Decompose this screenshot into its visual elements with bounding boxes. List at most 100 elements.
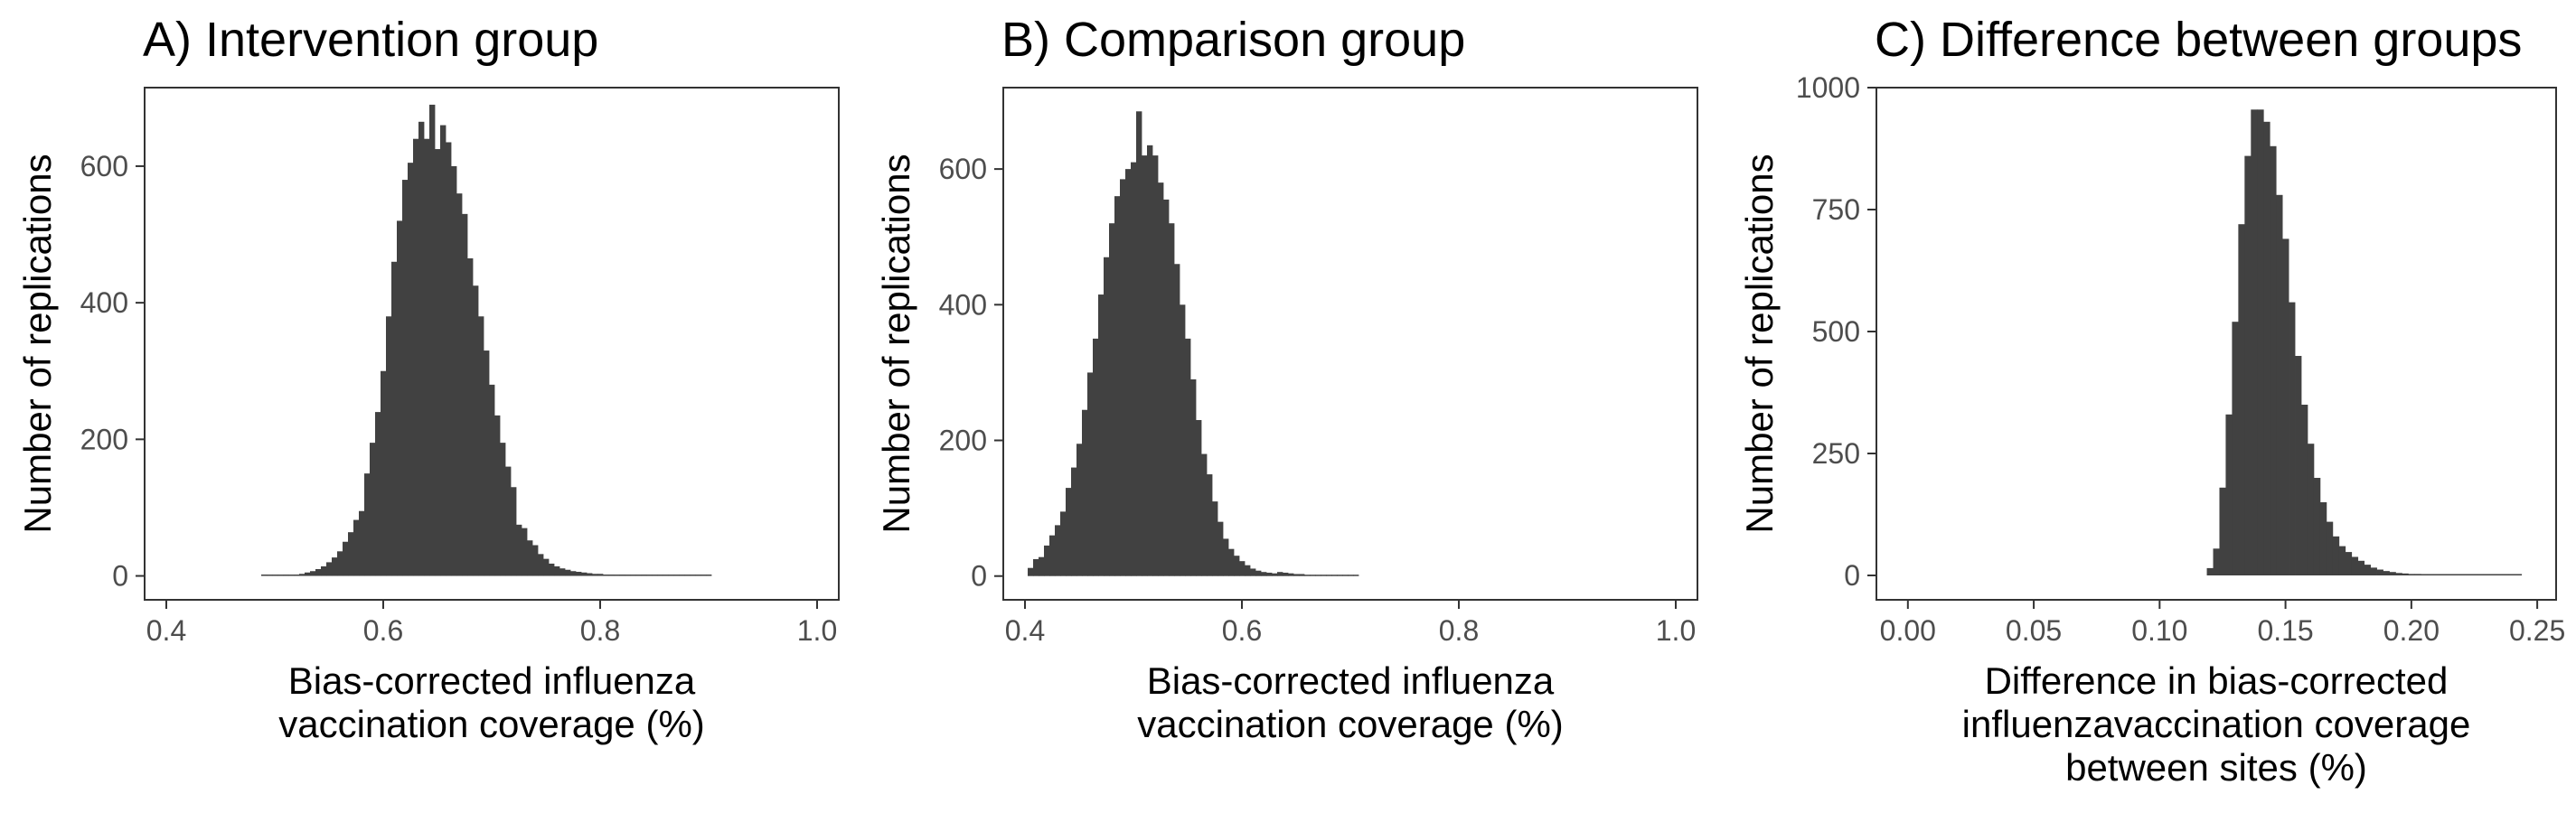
histogram-bar [408, 163, 414, 576]
histogram-bar [1180, 304, 1186, 576]
y-axis-label: Number of replications [1738, 154, 1781, 533]
histogram-bar [1028, 567, 1034, 576]
x-axis-label: influenzavaccination coverage [1962, 703, 2471, 745]
histogram-bar [2364, 565, 2371, 575]
histogram-bar [625, 575, 631, 576]
histogram-bar [2326, 521, 2334, 575]
plot-frame [1002, 87, 1698, 601]
histogram-bar [657, 575, 663, 576]
histogram-bar [294, 575, 300, 576]
histogram-bar [1207, 474, 1213, 576]
histogram-bar [2502, 574, 2510, 575]
histogram-bar [554, 565, 560, 576]
histogram-bar [1326, 575, 1332, 576]
x-axis-label: vaccination coverage (%) [1137, 703, 1564, 745]
histogram-bar [2370, 567, 2377, 575]
chart-panel-1: A) Intervention group 0.4 0.6 0.8 1.0 0 200 400… [16, 13, 840, 745]
histogram-bar [2357, 560, 2365, 575]
histogram-bar [1212, 501, 1218, 576]
histogram-bar [2515, 574, 2523, 575]
histogram-bar [2395, 573, 2402, 575]
histogram-bar [592, 574, 598, 576]
histogram-bar [1353, 575, 1359, 576]
histogram-bar [559, 568, 566, 576]
histogram-bar [1066, 488, 1072, 576]
histogram-bar [267, 575, 273, 576]
histogram-bar [2332, 536, 2340, 575]
y-axis-label: Number of replications [16, 154, 59, 533]
x-axis-label: between sites (%) [2065, 746, 2367, 789]
histogram-bar [700, 575, 707, 576]
histogram-bar [608, 575, 615, 576]
histogram-bar [326, 562, 333, 576]
histogram-bar [272, 575, 278, 576]
histogram-bar [1315, 575, 1321, 576]
histogram-bar [690, 575, 696, 576]
histogram-bar [261, 575, 268, 576]
histogram-bar [641, 575, 647, 576]
histogram-bar [2263, 121, 2270, 576]
histogram-bar [478, 316, 484, 576]
histogram-bar [1255, 570, 1262, 576]
y-tick-label: 750 [1812, 193, 1860, 226]
histogram-bar [2351, 556, 2359, 575]
histogram-bar [576, 572, 582, 576]
histogram-bar [630, 575, 636, 576]
histogram-bar [1071, 467, 1077, 576]
histogram-bar [2282, 238, 2289, 575]
y-tick-label: 0 [1844, 559, 1860, 592]
histogram-bar [673, 575, 680, 576]
histogram-bar [2213, 548, 2220, 575]
histogram-bar [1337, 575, 1343, 576]
histogram-bar [2496, 574, 2504, 575]
histogram-bar [2338, 546, 2346, 575]
histogram-bar [1342, 575, 1349, 576]
histogram-bar [353, 519, 360, 576]
histogram-bar [635, 575, 642, 576]
x-tick-label: 0.25 [2509, 614, 2565, 647]
histogram-bar [1185, 338, 1191, 576]
histogram-bar [614, 575, 620, 576]
histogram-bar [1082, 409, 1088, 576]
histogram-bar [435, 149, 441, 576]
histogram-bar [321, 565, 327, 576]
histogram-bar [1169, 223, 1175, 576]
histogram-bar [1348, 575, 1354, 576]
histogram-bar [343, 541, 349, 576]
histogram-bar [467, 258, 474, 576]
histogram-bar [522, 528, 528, 576]
y-tick-label: 200 [80, 423, 128, 455]
histogram-bar [489, 384, 495, 576]
chart-title: C) Difference between groups [1875, 13, 2522, 67]
x-tick-label: 1.0 [797, 614, 837, 647]
histogram-bar [2483, 574, 2491, 575]
histogram-bar [1321, 575, 1327, 576]
histogram-bar [1114, 196, 1121, 576]
histogram-bar [484, 350, 490, 576]
histogram-bar [1120, 179, 1126, 576]
histogram-bar [337, 551, 343, 576]
histogram-bar [587, 573, 593, 576]
histogram-bar [2489, 574, 2497, 575]
histogram-bar [473, 285, 479, 576]
histogram-bar [500, 443, 506, 576]
histogram-bar [2232, 322, 2239, 575]
histogram-bar [570, 571, 577, 576]
histogram-bar [668, 575, 674, 576]
histogram-bar [440, 125, 447, 576]
histogram-bar [315, 568, 322, 576]
histogram-bar [1163, 199, 1170, 576]
histogram-bar [1033, 558, 1039, 576]
histogram-bar [2276, 194, 2283, 576]
histogram-bar [2414, 574, 2421, 575]
histogram-bar [679, 575, 685, 576]
x-tick-label: 0.15 [2257, 614, 2313, 647]
histogram-bar [397, 220, 403, 576]
histogram-bar [1104, 257, 1110, 576]
histogram-bar [652, 575, 658, 576]
histogram-bar [299, 574, 306, 576]
histogram-bar [549, 563, 555, 576]
histogram-bar [462, 213, 468, 576]
histogram-bar [332, 557, 338, 576]
x-axis-label: Difference in bias-corrected [1985, 659, 2449, 702]
